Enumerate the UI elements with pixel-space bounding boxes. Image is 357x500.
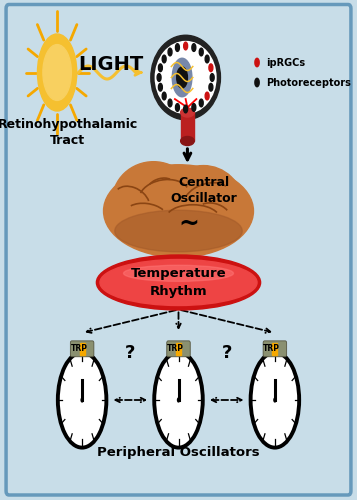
Text: ipRGCs: ipRGCs bbox=[266, 58, 305, 68]
Ellipse shape bbox=[162, 92, 166, 100]
Ellipse shape bbox=[159, 84, 162, 91]
Ellipse shape bbox=[172, 58, 192, 97]
Ellipse shape bbox=[168, 99, 172, 107]
Bar bbox=[176, 343, 181, 355]
Ellipse shape bbox=[205, 92, 209, 100]
Ellipse shape bbox=[58, 352, 106, 448]
Ellipse shape bbox=[43, 44, 71, 100]
Ellipse shape bbox=[184, 105, 188, 113]
Text: Retinohypothalamic
Tract: Retinohypothalamic Tract bbox=[0, 118, 138, 147]
Ellipse shape bbox=[159, 64, 162, 72]
Ellipse shape bbox=[176, 104, 180, 112]
Ellipse shape bbox=[255, 78, 259, 86]
Ellipse shape bbox=[192, 104, 196, 112]
Ellipse shape bbox=[96, 255, 261, 310]
Ellipse shape bbox=[199, 99, 203, 107]
Bar bbox=[80, 343, 85, 355]
Ellipse shape bbox=[112, 162, 195, 240]
Ellipse shape bbox=[165, 166, 242, 242]
Ellipse shape bbox=[124, 265, 233, 281]
Ellipse shape bbox=[184, 42, 188, 50]
Ellipse shape bbox=[209, 84, 213, 91]
Ellipse shape bbox=[151, 35, 221, 119]
Ellipse shape bbox=[168, 48, 172, 56]
FancyBboxPatch shape bbox=[263, 341, 287, 357]
Ellipse shape bbox=[162, 55, 166, 63]
Text: Photoreceptors: Photoreceptors bbox=[266, 78, 351, 88]
Ellipse shape bbox=[157, 74, 161, 82]
Text: Peripheral Oscillators: Peripheral Oscillators bbox=[97, 446, 260, 459]
Text: TRP: TRP bbox=[167, 344, 184, 354]
FancyBboxPatch shape bbox=[6, 4, 351, 495]
Ellipse shape bbox=[181, 136, 194, 145]
Ellipse shape bbox=[181, 108, 194, 117]
Text: TRP: TRP bbox=[263, 344, 280, 354]
Bar bbox=[181, 112, 194, 141]
Ellipse shape bbox=[115, 210, 242, 252]
Ellipse shape bbox=[199, 48, 203, 56]
Ellipse shape bbox=[37, 34, 77, 111]
Ellipse shape bbox=[177, 67, 187, 88]
Ellipse shape bbox=[274, 398, 276, 402]
Bar bbox=[272, 343, 277, 355]
Ellipse shape bbox=[177, 398, 180, 402]
Text: ?: ? bbox=[221, 344, 232, 361]
Ellipse shape bbox=[255, 58, 259, 66]
Ellipse shape bbox=[251, 352, 299, 448]
Text: ~: ~ bbox=[179, 212, 200, 236]
FancyBboxPatch shape bbox=[167, 341, 190, 357]
Ellipse shape bbox=[210, 74, 214, 82]
Text: Rhythm: Rhythm bbox=[150, 285, 207, 298]
Ellipse shape bbox=[192, 44, 196, 52]
FancyBboxPatch shape bbox=[70, 341, 94, 357]
Ellipse shape bbox=[209, 64, 213, 72]
Text: TRP: TRP bbox=[71, 344, 87, 354]
Text: Central
Oscillator: Central Oscillator bbox=[170, 176, 237, 204]
Ellipse shape bbox=[100, 260, 257, 306]
Ellipse shape bbox=[155, 42, 216, 114]
Ellipse shape bbox=[104, 165, 253, 257]
Ellipse shape bbox=[205, 55, 209, 63]
Ellipse shape bbox=[154, 352, 203, 448]
Text: LIGHT: LIGHT bbox=[78, 56, 143, 74]
Ellipse shape bbox=[81, 398, 83, 402]
Text: ?: ? bbox=[125, 344, 136, 361]
Ellipse shape bbox=[176, 44, 180, 52]
Text: Temperature: Temperature bbox=[131, 267, 226, 280]
